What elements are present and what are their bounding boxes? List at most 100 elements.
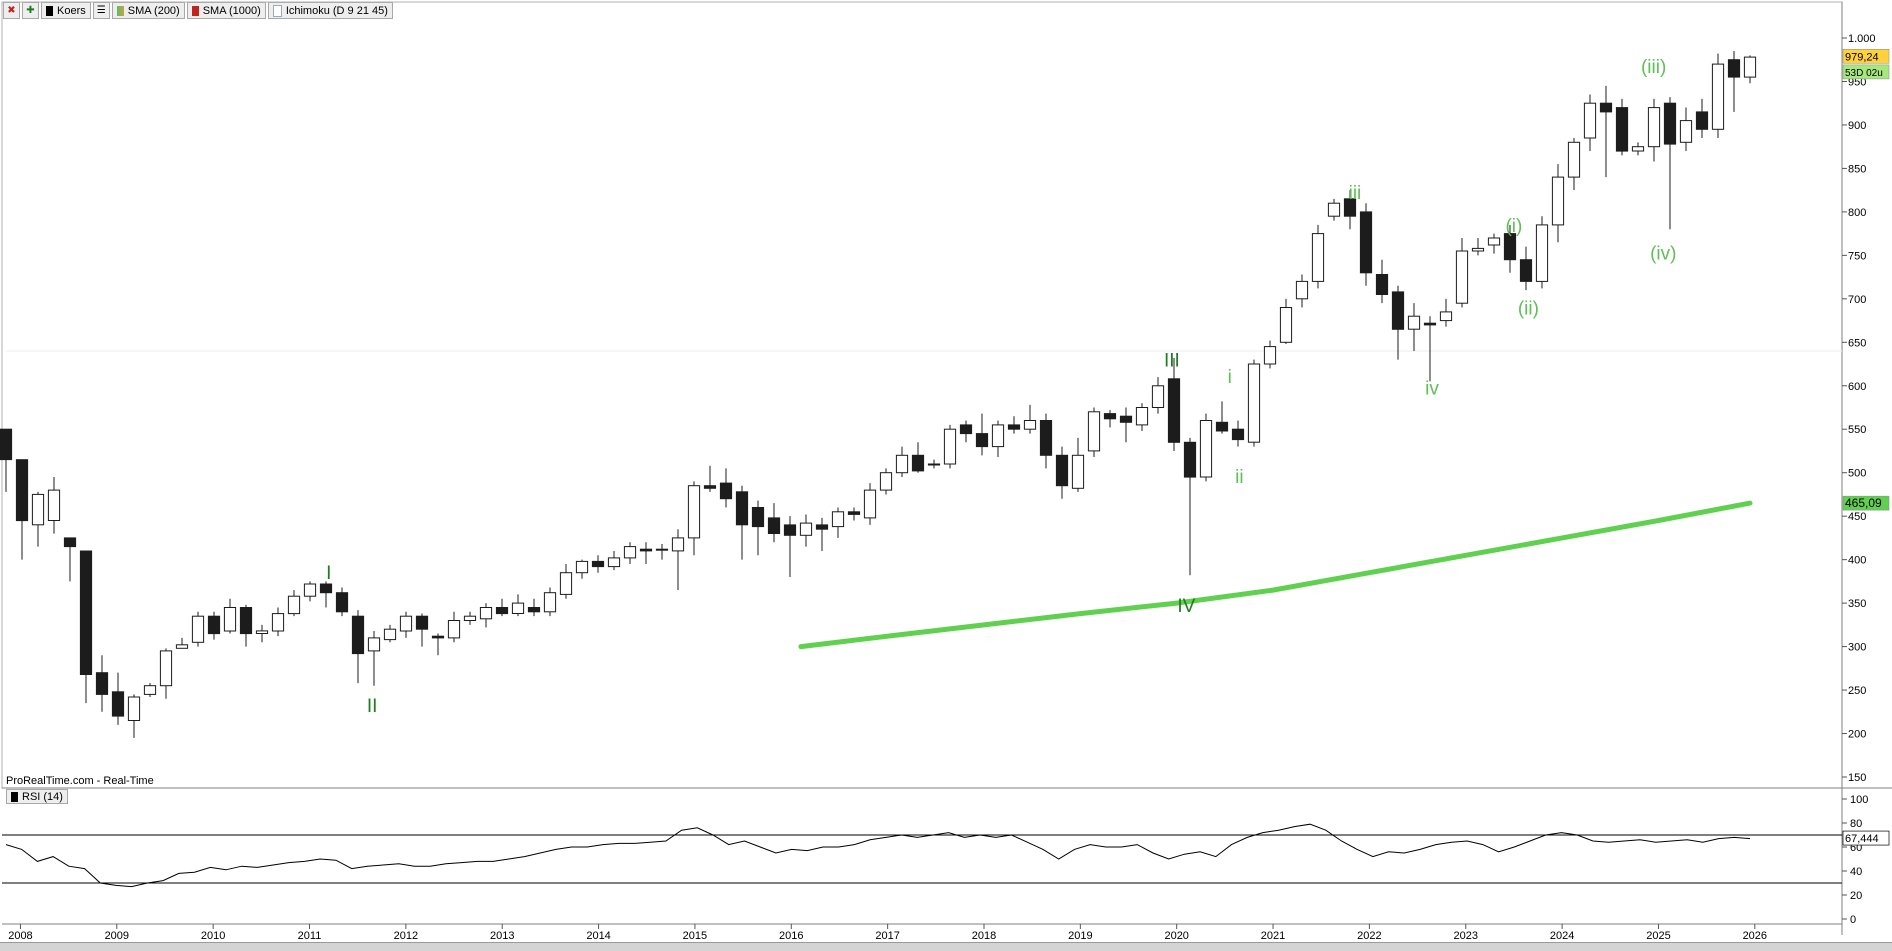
wave-label: iii	[1349, 183, 1362, 204]
candle	[271, 607, 285, 637]
candle-body-down	[63, 537, 77, 548]
candle-body-up	[1087, 411, 1101, 452]
candle-body-up	[1407, 315, 1421, 330]
list-icon: ☰	[96, 4, 106, 16]
close-icon: ✖	[7, 4, 16, 16]
candle	[319, 581, 333, 608]
candle-body-up	[543, 592, 557, 613]
candle-body-up	[191, 615, 205, 643]
candle	[1263, 340, 1277, 369]
candle	[463, 611, 477, 625]
candle	[1615, 98, 1629, 156]
candle	[31, 491, 45, 547]
candle	[1375, 259, 1389, 304]
wave-label: ii	[1235, 467, 1243, 488]
price-tick-label: 150	[1848, 772, 1866, 784]
candle	[287, 590, 301, 617]
wave-label: (iii)	[1641, 57, 1666, 78]
candle	[591, 555, 605, 573]
candle	[1343, 190, 1357, 230]
time-tick-label: 2008	[8, 930, 32, 942]
candle-body-up	[223, 607, 237, 632]
candle-body-down	[1103, 413, 1117, 420]
candle	[239, 604, 253, 647]
candle-body-down	[639, 548, 653, 552]
candle	[1087, 407, 1101, 458]
candle	[575, 559, 589, 579]
candle	[1135, 403, 1149, 431]
candle	[815, 517, 829, 551]
rsi-value-badge-bg	[1842, 830, 1890, 846]
candle	[1503, 224, 1517, 273]
price-axis: 150 200 250 300 350 400 450 500 550 600 650 700 750 8…	[1842, 33, 1876, 784]
wave-label: I	[326, 563, 331, 584]
candle	[1743, 55, 1757, 84]
candle	[1327, 198, 1341, 221]
sma-200-line	[798, 500, 1753, 650]
candle	[1359, 203, 1373, 286]
candle-body-down	[335, 592, 349, 613]
candle-body-up	[655, 548, 669, 551]
indicator-sma-200[interactable]: SMA (200)	[111, 2, 185, 19]
candle	[143, 683, 157, 698]
candle-body-down	[319, 583, 333, 594]
candle-body-down	[1503, 233, 1517, 261]
candle	[1199, 413, 1213, 482]
rsi-legend[interactable]: RSI (14)	[6, 789, 68, 804]
candle-body-down	[1599, 102, 1613, 113]
candle	[127, 694, 141, 738]
candle-body-down	[415, 615, 429, 630]
price-tick-label: 500	[1848, 468, 1866, 480]
sma-value-badge: 465,09	[1845, 496, 1882, 510]
wave-label: (iv)	[1650, 244, 1676, 265]
candle	[1487, 233, 1501, 254]
wave-label: IV	[1177, 596, 1195, 617]
candle	[527, 598, 541, 617]
candle-body-up	[479, 607, 493, 620]
time-tick-label: 2009	[105, 930, 129, 942]
candle-body-up	[1487, 237, 1501, 246]
candle-body-down	[719, 482, 733, 500]
rsi-tick-label: 40	[1850, 866, 1862, 878]
rsi-tick-label: 20	[1850, 890, 1862, 902]
price-tick-label: 450	[1848, 511, 1866, 523]
wave-label: III	[1164, 351, 1180, 372]
candle	[1039, 413, 1053, 469]
candle	[1695, 98, 1709, 138]
candle-body-up	[943, 428, 957, 465]
candle	[1599, 85, 1613, 178]
candle-body-up	[143, 685, 157, 695]
candle	[831, 507, 845, 538]
candle	[1103, 410, 1117, 428]
candle-body-down	[783, 524, 797, 536]
candle-body-up	[991, 424, 1005, 448]
countdown-badge: 53D 02u	[1845, 68, 1883, 79]
candle-body-down	[815, 524, 829, 530]
indicator-label: Ichimoku (D 9 21 45)	[285, 4, 388, 17]
candle-body-up	[879, 472, 893, 491]
candle	[783, 516, 797, 578]
price-tick-label: 750	[1848, 250, 1866, 262]
price-tick-label: 850	[1848, 163, 1866, 175]
candle	[303, 581, 317, 602]
candle-body-down	[1663, 102, 1677, 145]
time-tick-label: 2023	[1454, 930, 1478, 942]
candle-body-down	[975, 433, 989, 448]
candle-body-up	[1071, 454, 1085, 489]
candle-body-up	[463, 615, 477, 622]
candle	[191, 611, 205, 647]
candle	[1583, 94, 1597, 152]
candle-body-down	[1695, 111, 1709, 130]
candle-body-up	[559, 572, 573, 595]
candle	[975, 413, 989, 456]
candle-body-down	[1359, 211, 1373, 274]
candle-body-down	[15, 459, 29, 522]
candle-body-up	[1199, 420, 1213, 478]
time-tick-label: 2015	[683, 930, 707, 942]
candle	[1311, 224, 1325, 289]
candle	[159, 648, 173, 699]
candle-body-down	[239, 607, 253, 635]
candle	[895, 446, 909, 478]
candle	[351, 610, 365, 684]
